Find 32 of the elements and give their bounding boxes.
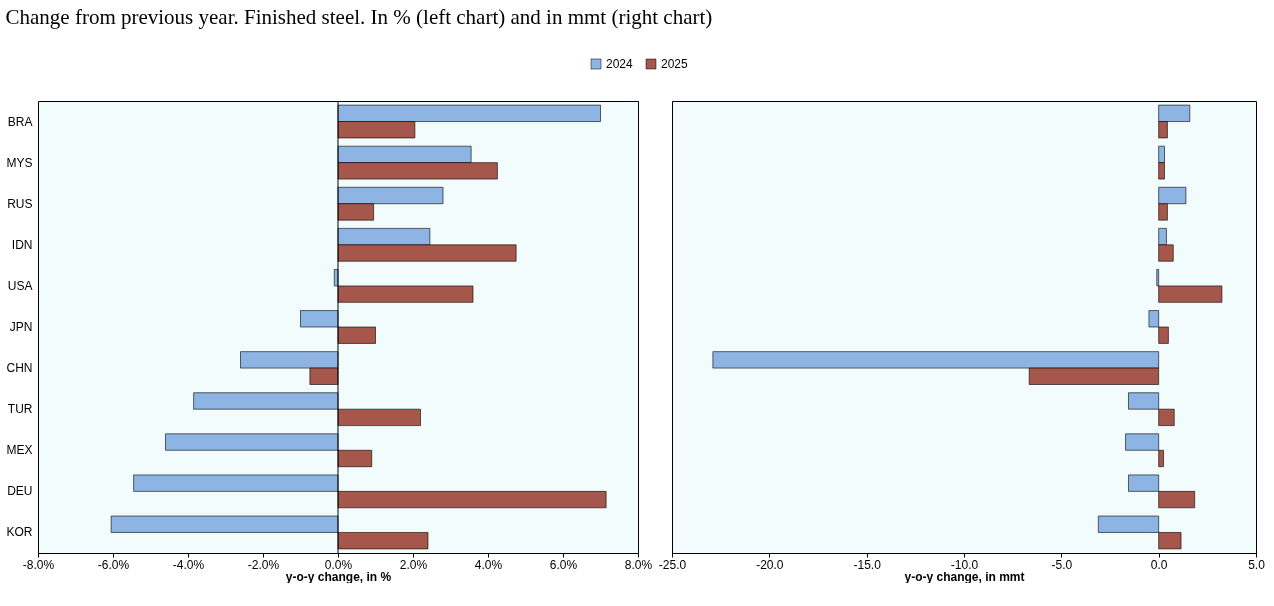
- y-tick-label: CHN: [6, 361, 33, 376]
- x-tick-label: -6.0%: [97, 557, 130, 572]
- y-tick-label: IDN: [11, 237, 33, 252]
- y-tick-label: MYS: [6, 155, 33, 170]
- y-tick-label: KOR: [6, 525, 33, 540]
- y-tick-label: TUR: [7, 402, 33, 417]
- y-tick-label: MEX: [6, 443, 33, 458]
- x-tick-label: -4.0%: [172, 557, 205, 572]
- x-tick-label: -25.0: [658, 557, 687, 572]
- chart-title: Change from previous year. Finished steel. In % (left chart) and in mmt (right chart): [5, 4, 713, 29]
- y-tick-label: BRA: [7, 114, 33, 129]
- x-tick-label: 4.0%: [474, 557, 503, 572]
- x-tick-label: -5.0: [1051, 557, 1073, 572]
- y-tick-label: USA: [7, 278, 33, 293]
- x-tick-label: 0.0: [1150, 557, 1168, 572]
- x-tick-label: 0.0%: [324, 557, 353, 572]
- y-tick-label: JPN: [9, 320, 33, 334]
- x-tick-label: 6.0%: [549, 557, 578, 572]
- legend-label: 2024: [606, 57, 634, 71]
- x-axis-title: y-o-y change, in mmt: [904, 569, 1025, 584]
- x-tick-label: -15.0: [853, 557, 882, 572]
- x-tick-label: 8.0%: [624, 557, 653, 572]
- y-tick-label: DEU: [7, 484, 33, 499]
- x-tick-label: 2.0%: [399, 557, 428, 572]
- x-tick-label: -20.0: [756, 557, 784, 572]
- x-tick-label: 5.0: [1248, 557, 1266, 572]
- x-tick-label: -2.0%: [247, 557, 280, 572]
- x-axis-title: y-o-y change, in %: [285, 569, 392, 584]
- x-tick-label: -10.0: [950, 557, 979, 572]
- y-tick-label: RUS: [7, 196, 33, 211]
- x-tick-label: -8.0%: [22, 557, 55, 572]
- legend-label: 2025: [661, 57, 689, 71]
